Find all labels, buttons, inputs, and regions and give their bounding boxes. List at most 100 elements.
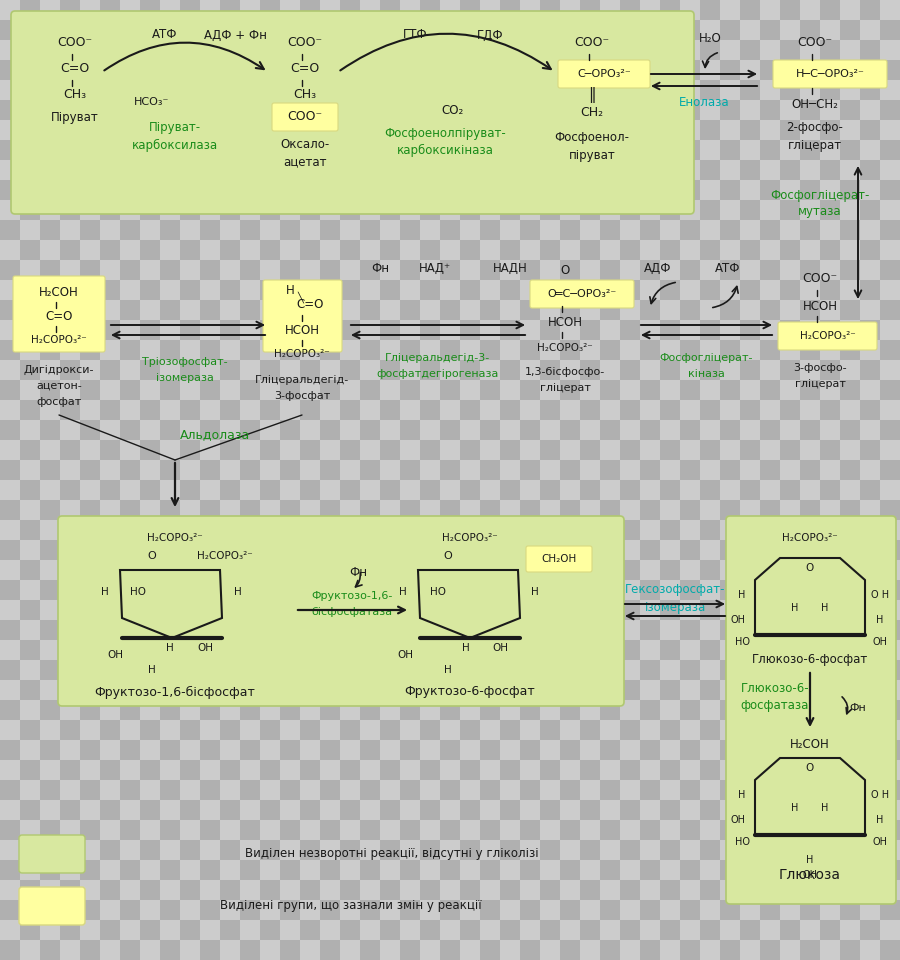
Bar <box>200 300 220 320</box>
Bar <box>700 580 720 600</box>
Bar <box>320 360 340 380</box>
Bar <box>660 220 680 240</box>
Bar <box>20 700 40 720</box>
Bar <box>320 280 340 300</box>
Bar <box>880 760 900 780</box>
Bar <box>20 880 40 900</box>
Bar <box>80 580 100 600</box>
Bar <box>540 500 560 520</box>
Bar <box>780 400 800 420</box>
Bar <box>800 740 820 760</box>
Bar <box>540 260 560 280</box>
Bar <box>600 940 620 960</box>
Bar <box>440 740 460 760</box>
Text: H: H <box>148 665 156 675</box>
Bar <box>800 800 820 820</box>
Bar <box>400 900 420 920</box>
Bar <box>820 900 840 920</box>
Bar <box>380 920 400 940</box>
Bar <box>420 420 440 440</box>
Bar <box>320 40 340 60</box>
Bar <box>780 480 800 500</box>
Bar <box>120 500 140 520</box>
Bar <box>360 460 380 480</box>
Bar <box>120 360 140 380</box>
Bar <box>480 580 500 600</box>
Bar <box>660 140 680 160</box>
Bar <box>140 220 160 240</box>
Bar <box>380 0 400 20</box>
Bar <box>480 600 500 620</box>
Text: піруват: піруват <box>569 149 616 161</box>
Bar <box>440 20 460 40</box>
Bar <box>400 860 420 880</box>
Bar <box>560 240 580 260</box>
Bar <box>440 720 460 740</box>
Bar <box>360 480 380 500</box>
Bar <box>240 140 260 160</box>
Bar <box>20 260 40 280</box>
Bar <box>340 920 360 940</box>
Bar <box>800 780 820 800</box>
Bar <box>540 460 560 480</box>
Bar <box>140 360 160 380</box>
Bar <box>660 580 680 600</box>
Bar <box>700 320 720 340</box>
Bar <box>320 220 340 240</box>
Bar <box>440 440 460 460</box>
Bar <box>280 120 300 140</box>
Bar <box>820 540 840 560</box>
Bar <box>720 580 740 600</box>
Bar <box>240 440 260 460</box>
Bar <box>780 120 800 140</box>
Bar <box>800 600 820 620</box>
Bar <box>620 320 640 340</box>
Bar <box>580 100 600 120</box>
Bar <box>340 700 360 720</box>
Bar <box>520 840 540 860</box>
Bar <box>300 540 320 560</box>
Bar <box>500 880 520 900</box>
Bar <box>20 180 40 200</box>
Bar <box>880 320 900 340</box>
Bar <box>240 480 260 500</box>
Bar <box>820 400 840 420</box>
Bar <box>220 40 240 60</box>
Bar <box>200 780 220 800</box>
Bar <box>840 180 860 200</box>
Bar <box>200 720 220 740</box>
Bar <box>380 840 400 860</box>
Bar <box>800 940 820 960</box>
Bar <box>720 180 740 200</box>
Bar <box>300 300 320 320</box>
Bar <box>780 80 800 100</box>
Bar <box>700 20 720 40</box>
Bar <box>100 720 120 740</box>
Bar <box>240 160 260 180</box>
Bar <box>380 460 400 480</box>
Bar <box>380 380 400 400</box>
Text: H: H <box>531 587 539 597</box>
Bar <box>820 500 840 520</box>
Bar <box>420 40 440 60</box>
Bar <box>380 940 400 960</box>
Bar <box>740 380 760 400</box>
Bar <box>740 100 760 120</box>
Bar <box>280 880 300 900</box>
Bar <box>220 940 240 960</box>
Bar <box>300 600 320 620</box>
Bar <box>60 200 80 220</box>
Bar <box>700 680 720 700</box>
Bar <box>660 300 680 320</box>
Bar <box>420 20 440 40</box>
Bar <box>500 620 520 640</box>
Bar <box>500 740 520 760</box>
Bar <box>440 340 460 360</box>
Bar <box>20 620 40 640</box>
Bar <box>600 80 620 100</box>
Bar <box>380 60 400 80</box>
Bar <box>520 160 540 180</box>
Bar <box>300 280 320 300</box>
Bar <box>180 340 200 360</box>
Bar <box>860 680 880 700</box>
